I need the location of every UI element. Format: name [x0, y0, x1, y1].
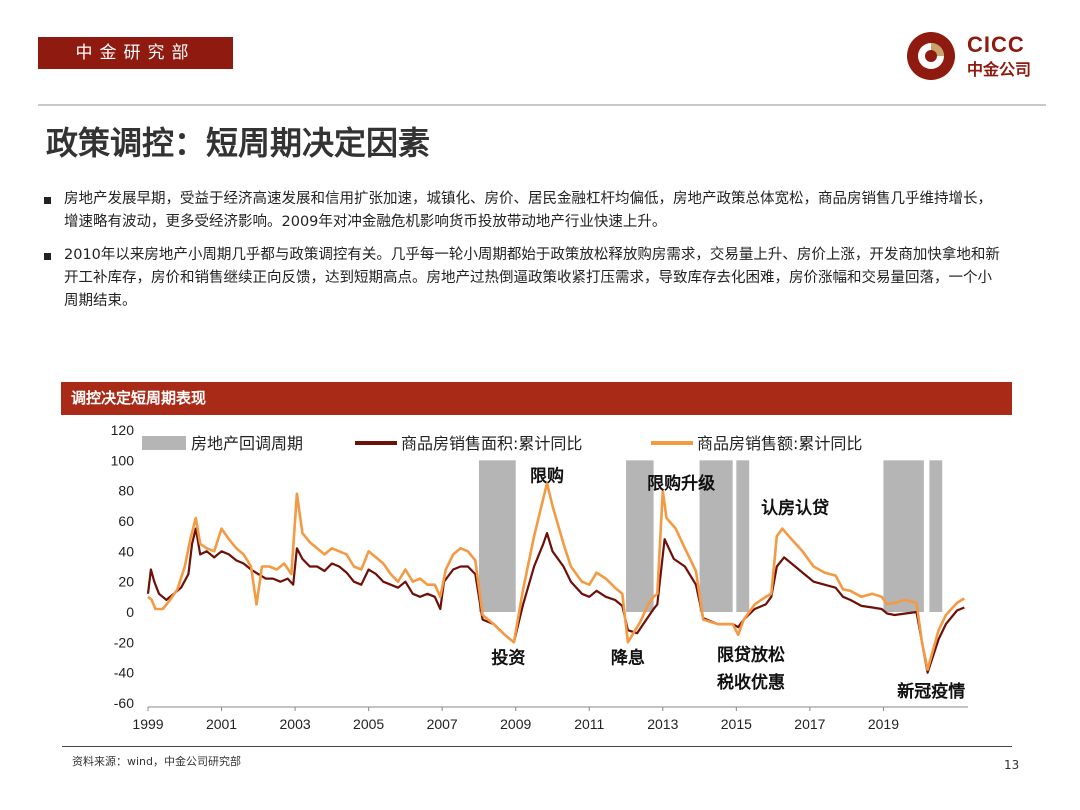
- chart-annotation: 降息: [611, 648, 645, 669]
- cicc-logo-mark: [907, 32, 955, 80]
- page-number: 13: [1004, 758, 1020, 772]
- bullet-marker: [44, 253, 51, 260]
- legend-label: 商品房销售额:累计同比: [697, 434, 862, 453]
- bullet-text: 2010年以来房地产小周期几乎都与政策调控有关。几乎每一轮小周期都始于政策放松释…: [64, 247, 1000, 309]
- legend-label: 商品房销售面积:累计同比: [401, 434, 582, 453]
- series-line-area: [146, 527, 965, 674]
- shaded-period: [699, 460, 733, 612]
- y-tick-label: 40: [118, 543, 134, 559]
- legend-label: 房地产回调周期: [191, 434, 303, 453]
- x-tick-label: 2017: [794, 716, 825, 732]
- chart-annotation: 限购: [530, 466, 564, 487]
- x-tick-label: 2019: [868, 716, 899, 732]
- bullet-marker: [44, 197, 51, 204]
- x-tick-label: 1999: [132, 716, 163, 732]
- bullet-item: 2010年以来房地产小周期几乎都与政策调控有关。几乎每一轮小周期都始于政策放松释…: [44, 244, 1004, 313]
- x-tick-label: 2013: [647, 716, 678, 732]
- x-tick-label: 2015: [721, 716, 752, 732]
- y-tick-label: 100: [111, 452, 135, 468]
- bullet-list: 房地产发展早期，受益于经济高速发展和信用扩张加速，城镇化、房价、居民金融杠杆均偏…: [44, 188, 1004, 323]
- y-tick-label: -40: [114, 665, 134, 681]
- legend-swatch-shade: [142, 436, 186, 450]
- chart-annotation: 新冠疫情: [897, 681, 965, 702]
- cicc-logo: CICC 中金公司: [905, 30, 1045, 82]
- chart-annotation: 投资: [491, 648, 525, 669]
- chart-title: 调控决定短周期表现: [71, 389, 207, 407]
- source-note: 资料来源：wind，中金公司研究部: [72, 755, 242, 768]
- shaded-period: [736, 460, 750, 612]
- y-tick-label: -60: [114, 695, 134, 711]
- y-tick-label: 20: [118, 574, 134, 590]
- header-divider: [38, 104, 1046, 106]
- x-tick-label: 2009: [500, 716, 531, 732]
- y-tick-label: -20: [114, 634, 134, 650]
- x-tick-label: 2001: [206, 716, 237, 732]
- series-line-amount: [147, 481, 965, 671]
- x-tick-label: 2007: [427, 716, 458, 732]
- x-tick-label: 2011: [574, 716, 604, 732]
- chart-annotation: 限贷放松: [717, 645, 785, 666]
- footer-divider: [62, 746, 1012, 747]
- bullet-text: 房地产发展早期，受益于经济高速发展和信用扩张加速，城镇化、房价、居民金融杠杆均偏…: [64, 191, 992, 230]
- chart-annotation: 税收优惠: [717, 672, 785, 693]
- shaded-period: [478, 460, 516, 612]
- y-tick-label: 120: [111, 422, 135, 438]
- shaded-period: [626, 460, 654, 612]
- y-tick-label: 0: [126, 604, 134, 620]
- logo-text-en: CICC: [967, 32, 1025, 57]
- x-tick-label: 2003: [280, 716, 311, 732]
- chart-annotation: 限购升级: [647, 473, 715, 494]
- shaded-period: [929, 460, 943, 612]
- chart-annotation: 认房认贷: [761, 497, 829, 518]
- chart-header-bar: 调控决定短周期表现: [61, 382, 1012, 415]
- x-tick-label: 2005: [353, 716, 384, 732]
- shaded-period: [883, 460, 924, 612]
- page-title: 政策调控：短周期决定因素: [46, 124, 431, 162]
- y-tick-label: 60: [118, 513, 134, 529]
- y-tick-label: 80: [118, 483, 134, 499]
- bullet-item: 房地产发展早期，受益于经济高速发展和信用扩张加速，城镇化、房价、居民金融杠杆均偏…: [44, 188, 1004, 234]
- department-tag: 中金研究部: [38, 37, 233, 69]
- logo-text-cn: 中金公司: [967, 60, 1032, 79]
